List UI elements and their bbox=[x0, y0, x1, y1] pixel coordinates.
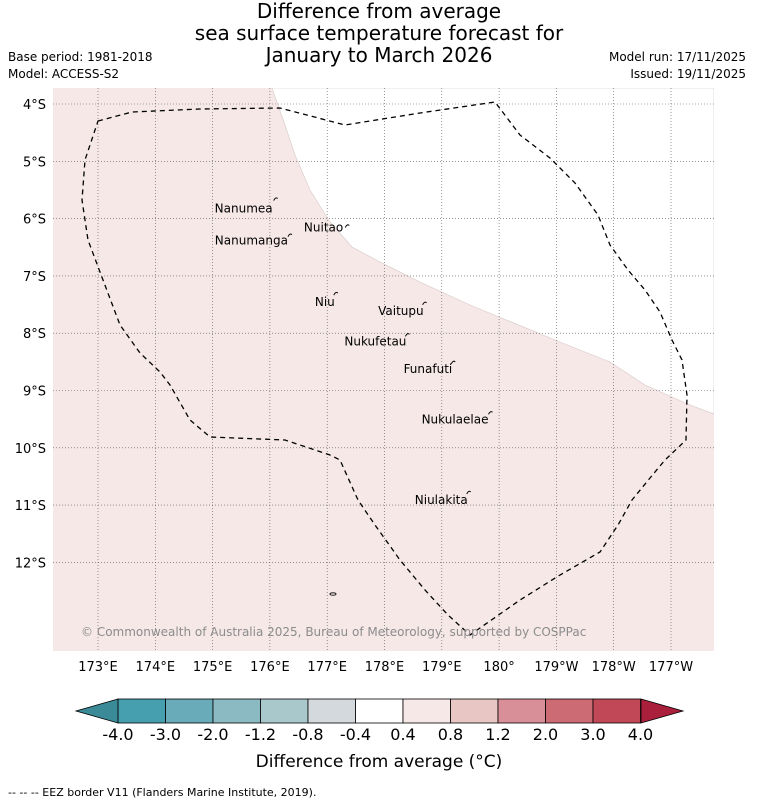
island-shape bbox=[404, 333, 410, 337]
colorbar-segment bbox=[402, 698, 451, 724]
colorbar-tick-labels: -4.0 -3.0 -2.0 -1.2 -0.8 -0.4 0.4 0.8 1.2 2.0 3.0 4… bbox=[102, 725, 653, 744]
place-label: Niu bbox=[315, 295, 335, 309]
latitude-tick-labels: 4°S 5°S 6°S 7°S 8°S 9°S 10°S 11°S 12°S bbox=[15, 98, 46, 571]
place-label: Nuitao bbox=[304, 220, 343, 234]
colorbar-segment bbox=[497, 698, 546, 724]
model-run: Model run: 17/11/2025 bbox=[608, 50, 746, 64]
lon-tick-label: 177°W bbox=[649, 660, 693, 675]
lon-tick-label: 180° bbox=[483, 660, 514, 675]
lat-tick-label: 8°S bbox=[23, 327, 46, 342]
lon-tick-label: 178°W bbox=[592, 660, 636, 675]
island-shape bbox=[273, 197, 278, 201]
colorbar-segment bbox=[450, 698, 499, 724]
place-label: Nukufetau bbox=[344, 334, 406, 348]
place-label: Vaitupu bbox=[378, 304, 424, 318]
island-markers bbox=[273, 197, 493, 596]
lat-tick-label: 11°S bbox=[15, 499, 46, 514]
place-label: Nukulaelae bbox=[422, 412, 489, 426]
colorbar-label: Difference from average (°C) bbox=[255, 752, 503, 772]
colorbar-under-arrow bbox=[74, 698, 119, 724]
meta-left: Base period: 1981-2018 Model: ACCESS-S2 bbox=[8, 49, 153, 83]
islet-shape bbox=[329, 592, 337, 596]
colorbar-tick-label: 1.2 bbox=[485, 725, 510, 744]
base-period: Base period: 1981-2018 bbox=[8, 50, 153, 64]
colorbar-segment bbox=[307, 698, 356, 724]
colorbar-segment bbox=[545, 698, 594, 724]
colorbar-segment bbox=[165, 698, 214, 724]
lat-tick-label: 10°S bbox=[15, 442, 46, 457]
neutral-anomaly-region bbox=[271, 88, 714, 415]
lat-tick-label: 5°S bbox=[23, 155, 46, 170]
island-shape bbox=[344, 224, 350, 228]
map-title: Difference from average sea surface temp… bbox=[0, 0, 758, 66]
colorbar-tick-label: 3.0 bbox=[580, 725, 605, 744]
colorbar-segment bbox=[260, 698, 309, 724]
longitude-tick-labels: 173°E 174°E 175°E 176°E 177°E 178°E 179°E 180° 1… bbox=[78, 660, 693, 675]
island-shape bbox=[466, 490, 472, 495]
colorbar-segment bbox=[355, 698, 404, 724]
copyright-text: © Commonwealth of Australia 2025, Bureau… bbox=[81, 625, 586, 639]
colorbar-over-arrow bbox=[640, 698, 685, 724]
place-labels: Nanumea Nuitao Nanumanga Niu Vaitupu Nukufeta… bbox=[215, 202, 489, 507]
colorbar-segment bbox=[117, 698, 166, 724]
lon-tick-label: 174°E bbox=[136, 660, 176, 675]
island-shape bbox=[450, 360, 456, 365]
lat-tick-label: 4°S bbox=[23, 98, 46, 113]
colorbar: -4.0 -3.0 -2.0 -1.2 -0.8 -0.4 0.4 0.8 1.2 2.0 3.0 4… bbox=[74, 698, 685, 744]
lon-tick-label: 177°E bbox=[307, 660, 347, 675]
title-line-1: Difference from average bbox=[256, 0, 502, 23]
eez-border bbox=[81, 101, 688, 636]
eez-legend-footer: -- -- -- EEZ border V11 (Flanders Marine… bbox=[8, 786, 317, 799]
colorbar-tick-label: -1.2 bbox=[245, 725, 276, 744]
lat-tick-label: 6°S bbox=[23, 213, 46, 228]
lon-tick-label: 175°E bbox=[193, 660, 233, 675]
colorbar-tick-label: -4.0 bbox=[102, 725, 133, 744]
model-name: Model: ACCESS-S2 bbox=[8, 67, 120, 81]
island-shape bbox=[287, 233, 293, 237]
lon-tick-label: 173°E bbox=[78, 660, 118, 675]
lon-tick-label: 179°W bbox=[534, 660, 578, 675]
lat-tick-label: 7°S bbox=[23, 270, 46, 285]
graticule bbox=[53, 88, 714, 651]
colorbar-tick-label: -0.4 bbox=[340, 725, 371, 744]
place-label: Funafuti bbox=[404, 362, 453, 376]
island-shape bbox=[422, 301, 427, 306]
colorbar-tick-label: 0.4 bbox=[390, 725, 415, 744]
colorbar-segments bbox=[117, 698, 641, 724]
meta-right: Model run: 17/11/2025 Issued: 19/11/2025 bbox=[609, 49, 746, 83]
colorbar-tick-label: 0.8 bbox=[438, 725, 463, 744]
island-shape bbox=[488, 411, 493, 415]
colorbar-tick-label: -3.0 bbox=[150, 725, 181, 744]
place-label: Nanumea bbox=[215, 202, 273, 216]
issued-date: Issued: 19/11/2025 bbox=[630, 67, 746, 81]
colorbar-tick-label: 4.0 bbox=[628, 725, 653, 744]
map-panel: Nanumea Nuitao Nanumanga Niu Vaitupu Nukufeta… bbox=[15, 88, 714, 675]
colorbar-segment bbox=[592, 698, 641, 724]
place-label: Niulakita bbox=[415, 493, 468, 507]
colorbar-segment bbox=[212, 698, 261, 724]
island-shape bbox=[333, 291, 339, 296]
lon-tick-label: 176°E bbox=[250, 660, 290, 675]
colorbar-tick-label: -0.8 bbox=[292, 725, 323, 744]
title-line-3: January to March 2026 bbox=[265, 43, 493, 67]
colorbar-tick-label: 2.0 bbox=[533, 725, 558, 744]
lon-tick-label: 178°E bbox=[365, 660, 405, 675]
colorbar-tick-label: -2.0 bbox=[197, 725, 228, 744]
place-label: Nanumanga bbox=[215, 234, 288, 248]
lat-tick-label: 12°S bbox=[15, 556, 46, 571]
title-line-2: sea surface temperature forecast for bbox=[194, 21, 564, 45]
lon-tick-label: 179°E bbox=[422, 660, 462, 675]
lat-tick-label: 9°S bbox=[23, 385, 46, 400]
